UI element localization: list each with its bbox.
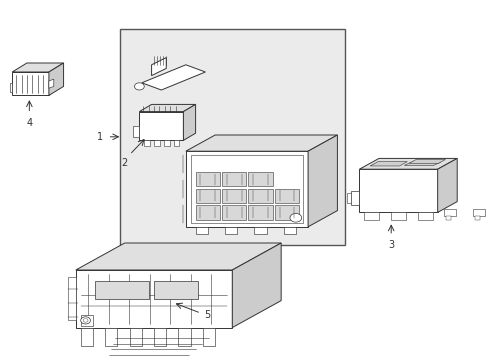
Text: 2: 2 (122, 158, 127, 168)
Bar (120, 29, 344, 245)
Polygon shape (437, 158, 456, 212)
Polygon shape (163, 140, 169, 146)
Polygon shape (350, 191, 359, 205)
Polygon shape (474, 216, 479, 220)
Polygon shape (472, 209, 484, 216)
Polygon shape (76, 243, 281, 270)
Polygon shape (232, 243, 281, 328)
Polygon shape (390, 212, 405, 220)
Polygon shape (68, 277, 76, 320)
Polygon shape (173, 140, 179, 146)
Polygon shape (139, 104, 195, 112)
Polygon shape (154, 281, 198, 299)
Polygon shape (178, 328, 190, 346)
Text: 4: 4 (26, 118, 32, 128)
Polygon shape (359, 158, 456, 169)
Polygon shape (404, 162, 440, 166)
Polygon shape (81, 315, 93, 326)
Polygon shape (154, 328, 166, 346)
Polygon shape (154, 140, 160, 146)
Polygon shape (12, 72, 49, 95)
Polygon shape (443, 209, 455, 216)
Polygon shape (359, 169, 437, 212)
Circle shape (289, 213, 301, 222)
Polygon shape (274, 189, 299, 203)
Polygon shape (183, 104, 195, 140)
Polygon shape (185, 135, 337, 151)
Polygon shape (283, 227, 295, 234)
Polygon shape (248, 205, 272, 220)
Polygon shape (129, 328, 142, 346)
Polygon shape (254, 227, 266, 234)
Polygon shape (417, 212, 432, 220)
Circle shape (134, 83, 144, 90)
Polygon shape (195, 227, 207, 234)
Polygon shape (274, 205, 299, 220)
Polygon shape (185, 151, 307, 227)
Polygon shape (445, 216, 450, 220)
Polygon shape (369, 162, 407, 166)
Polygon shape (81, 328, 93, 346)
Text: 1: 1 (96, 132, 102, 142)
Polygon shape (307, 135, 337, 227)
Text: 3: 3 (387, 240, 393, 251)
Polygon shape (222, 172, 246, 186)
Circle shape (81, 317, 90, 324)
Polygon shape (133, 126, 139, 137)
Polygon shape (222, 189, 246, 203)
Polygon shape (49, 79, 54, 88)
Polygon shape (408, 159, 445, 163)
Polygon shape (222, 205, 246, 220)
Polygon shape (195, 189, 220, 203)
Polygon shape (12, 63, 63, 72)
Polygon shape (139, 112, 183, 140)
Polygon shape (248, 172, 272, 186)
Polygon shape (10, 83, 12, 92)
Polygon shape (195, 172, 220, 186)
Polygon shape (346, 193, 350, 203)
Polygon shape (76, 270, 232, 328)
Polygon shape (364, 212, 378, 220)
Polygon shape (49, 63, 63, 95)
Text: 5: 5 (203, 310, 210, 320)
Polygon shape (224, 227, 237, 234)
Polygon shape (195, 205, 220, 220)
Polygon shape (95, 281, 149, 299)
Polygon shape (248, 189, 272, 203)
Polygon shape (151, 58, 166, 76)
Polygon shape (144, 140, 150, 146)
Polygon shape (105, 328, 117, 346)
Polygon shape (142, 65, 205, 90)
Polygon shape (203, 328, 215, 346)
